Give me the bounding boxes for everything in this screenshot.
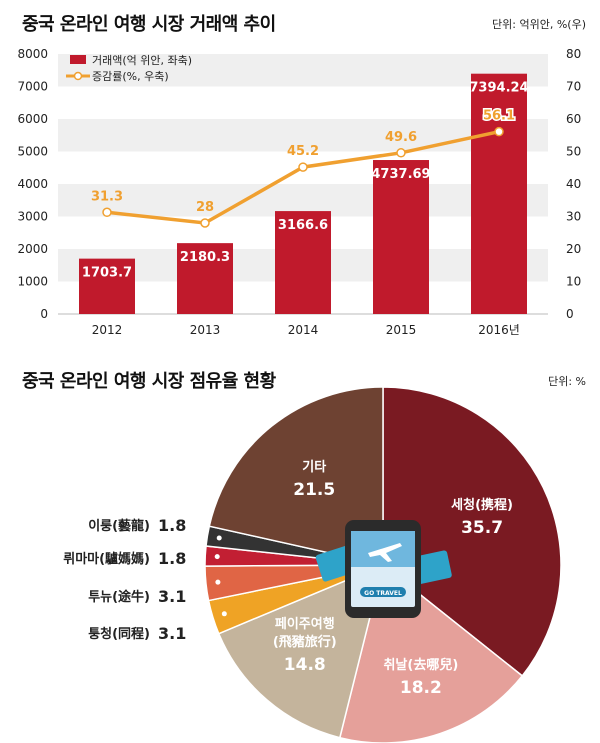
legend-bar-swatch: [70, 55, 86, 64]
pie-slice-value: 14.8: [284, 655, 326, 675]
pie-slice-label: 기타: [302, 459, 326, 475]
pie-slice-value: 18.2: [400, 678, 442, 698]
pie-outside-label: 이룽(藝龍): [88, 518, 150, 534]
pie-slice: [382, 386, 562, 677]
rate-value-label: 45.2: [287, 144, 319, 159]
bar-line-chart-panel: 중국 온라인 여행 시장 거래액 추이 단위: 억위안, %(우) 0 1000 2…: [0, 0, 600, 355]
leader-dot: [216, 535, 222, 541]
y-right-tick-label: 60: [566, 112, 581, 126]
pie-unit-note: 단위: %: [548, 375, 586, 388]
x-tick-label: 2012: [92, 323, 123, 337]
rate-value-label: 56.1: [483, 109, 515, 124]
pie-slice: [217, 563, 385, 739]
rate-point: [396, 148, 406, 158]
y-tick-label: 7000: [17, 80, 48, 94]
rate-point: [200, 218, 210, 228]
bar-value-label: 1703.7: [82, 266, 132, 281]
pie-outside-value: 3.1: [158, 624, 186, 643]
y-right-tick-label: 50: [566, 145, 581, 159]
y-tick-label: 6000: [17, 112, 48, 126]
pie-title: 중국 온라인 여행 시장 점유율 현황: [22, 371, 276, 392]
bar-value-label: 2180.3: [180, 250, 230, 265]
y-right-tick-label: 20: [566, 242, 581, 256]
rate-value-label: 28: [196, 200, 214, 215]
pie-slice-value: 35.7: [461, 518, 503, 538]
legend-bar-label: 거래액(억 위안, 좌축): [92, 54, 192, 67]
bar-value-label: 3166.6: [278, 218, 328, 233]
y-right-tick-label: 80: [566, 47, 581, 61]
x-tick-label: 2015: [386, 323, 417, 337]
grid-band: [58, 54, 548, 87]
rate-point: [298, 162, 308, 172]
y-tick-label: 8000: [17, 47, 48, 61]
bar: [275, 211, 331, 314]
pie-outside-value: 1.8: [158, 549, 186, 568]
pie-slice: [208, 386, 384, 566]
y-right-tick-label: 0: [566, 307, 574, 321]
pie-slice-value: 21.5: [293, 480, 335, 500]
y-right-tick-label: 10: [566, 275, 581, 289]
unit-note: 단위: 억위안, %(우): [492, 18, 586, 31]
leader-dot: [214, 554, 220, 560]
bar-line-chart: 0 1000 2000 3000 4000 5000 6000 7000 8000 0 10 20 30…: [17, 47, 581, 337]
pie-slice-label: 세청(携程): [451, 497, 513, 513]
leader-dot: [215, 579, 221, 585]
pie-outside-label: 뤼마마(驢媽媽): [63, 551, 150, 567]
pie-outside-value: 3.1: [158, 587, 186, 606]
bar-value-label: 7394.24: [469, 81, 528, 96]
rate-point: [494, 126, 504, 137]
rate-point: [102, 207, 112, 218]
x-tick-label: 2016년: [478, 323, 520, 337]
phone-illustration: GO TRAVEL: [315, 520, 452, 618]
bar: [471, 73, 527, 315]
leader-dot: [221, 611, 227, 617]
legend-line-marker: [73, 71, 83, 81]
y-tick-label: 3000: [17, 210, 48, 224]
grid-band: [58, 119, 548, 152]
y-tick-label: 0: [40, 307, 48, 321]
y-tick-label: 1000: [17, 275, 48, 289]
y-right-tick-label: 40: [566, 177, 581, 191]
pie-outside-value: 1.8: [158, 516, 186, 535]
plane-icon: [368, 543, 402, 562]
bar: [177, 243, 233, 314]
x-tick-label: 2013: [190, 323, 221, 337]
y-right-tick-label: 70: [566, 80, 581, 94]
y-tick-label: 4000: [17, 177, 48, 191]
y-tick-label: 5000: [17, 145, 48, 159]
pie-slice-label: 취날(去哪兒): [383, 657, 458, 673]
x-tick-label: 2014: [288, 323, 319, 337]
chart-title: 중국 온라인 여행 시장 거래액 추이: [22, 14, 276, 35]
pie-chart: 세청(携程) 35.7 취날(去哪兒) 18.2 페이주여행 (飛豬旅行) 14.8 기타 21…: [63, 386, 562, 743]
bar: [79, 258, 135, 314]
go-travel-text: GO TRAVEL: [364, 590, 402, 597]
go-travel-button: [360, 587, 406, 597]
pie-slice-label: 페이주여행: [275, 616, 335, 632]
rate-value-label: 49.6: [385, 130, 417, 145]
bar: [373, 160, 429, 314]
pie-outside-label: 투뉴(途牛): [88, 589, 150, 605]
bar-value-label: 4737.69: [371, 167, 430, 182]
pie-chart-panel: 중국 온라인 여행 시장 점유율 현황 단위: % 세청(携程) 35.7 취날(去…: [0, 355, 600, 743]
pie-slice-label: (飛豬旅行): [273, 634, 337, 650]
rate-value-label: 31.3: [91, 189, 123, 204]
y-tick-label: 2000: [17, 242, 48, 256]
y-right-tick-label: 30: [566, 210, 581, 224]
pie-outside-label: 퉁청(同程): [88, 626, 150, 642]
legend-line-label: 증감률(%, 우축): [92, 70, 169, 83]
grid-band: [58, 184, 548, 217]
